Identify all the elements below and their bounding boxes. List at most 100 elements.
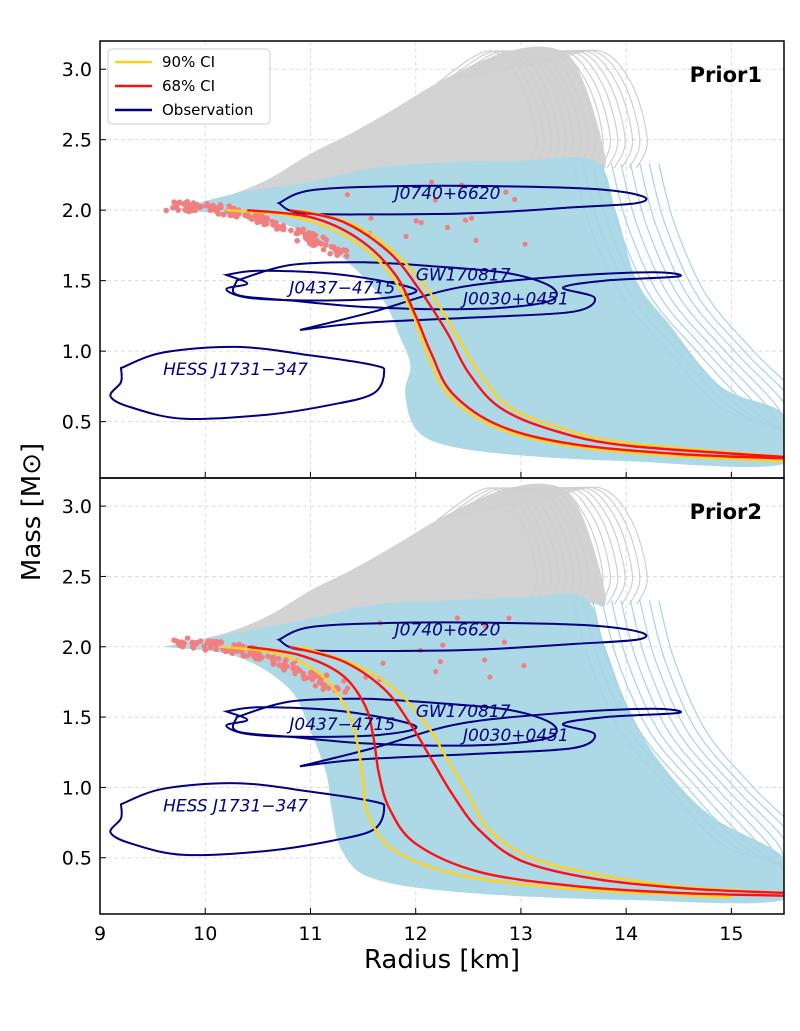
- max-mass-point: [302, 231, 308, 238]
- posterior-curve: [658, 600, 784, 878]
- max-mass-point: [368, 215, 374, 221]
- max-mass-point: [235, 211, 242, 217]
- max-mass-point: [264, 216, 271, 222]
- max-mass-point: [437, 658, 444, 665]
- max-mass-point: [487, 674, 493, 680]
- max-mass-point: [320, 686, 326, 693]
- max-mass-point: [300, 673, 307, 680]
- posterior-band: [163, 593, 784, 904]
- max-mass-point: [198, 203, 204, 210]
- panel-title: Prior1: [690, 63, 762, 87]
- max-mass-point: [327, 250, 333, 257]
- posterior-curve: [572, 600, 784, 866]
- posterior-band: [173, 157, 784, 467]
- posterior-curve: [648, 163, 784, 440]
- max-mass-point: [176, 199, 183, 206]
- prior-curve: [517, 50, 619, 169]
- x-tick-label: 15: [719, 923, 743, 945]
- prior-curve: [539, 49, 641, 169]
- y-tick-label: 1.5: [62, 707, 92, 729]
- max-mass-point: [220, 211, 227, 218]
- max-mass-point: [292, 666, 299, 672]
- prior-curve: [502, 50, 604, 169]
- max-mass-point: [320, 246, 327, 253]
- prior-curve: [488, 487, 589, 605]
- max-mass-point: [186, 208, 192, 215]
- prior-curve: [458, 50, 560, 169]
- observation-label: HESS J1731−347: [163, 360, 308, 380]
- max-mass-point: [323, 236, 330, 243]
- max-mass-point: [249, 216, 256, 222]
- plot-area: [100, 41, 784, 478]
- max-mass-point: [482, 623, 488, 629]
- prior-band: [178, 483, 606, 644]
- max-mass-point: [444, 224, 451, 230]
- max-mass-point: [454, 615, 460, 621]
- max-mass-point: [281, 667, 287, 673]
- observation-contour-2: [222, 269, 418, 302]
- ci-curve-68-upper: [289, 209, 784, 459]
- max-mass-point: [521, 662, 527, 669]
- max-mass-point: [265, 653, 271, 660]
- legend-box: [107, 48, 271, 125]
- max-mass-point: [503, 189, 509, 195]
- y-tick-label: 3.0: [62, 496, 92, 518]
- x-tick-label: 9: [94, 923, 106, 945]
- observation-label: J0437−4715: [286, 715, 395, 735]
- observation-label: J0030+0451: [460, 726, 569, 746]
- y-tick-label: 1.0: [62, 777, 92, 799]
- observation-label: J0740+6620: [392, 184, 501, 204]
- prior-curve: [495, 487, 597, 605]
- posterior-curve: [610, 600, 784, 871]
- max-mass-point: [473, 237, 479, 243]
- max-mass-point: [190, 645, 197, 651]
- max-mass-point: [254, 219, 261, 226]
- posterior-curve: [658, 163, 784, 442]
- max-mass-point: [325, 685, 332, 691]
- max-mass-point: [306, 240, 313, 246]
- max-mass-point: [283, 656, 289, 663]
- max-mass-point: [163, 207, 170, 214]
- prior-curve: [524, 486, 626, 605]
- max-mass-point: [175, 207, 181, 213]
- observation-contour-4: [109, 782, 386, 857]
- posterior-curve: [639, 163, 784, 439]
- max-mass-point: [312, 673, 318, 679]
- max-mass-point: [428, 179, 435, 185]
- max-mass-point: [440, 642, 446, 648]
- max-mass-point: [271, 658, 277, 665]
- x-tick-label: 14: [614, 923, 638, 945]
- prior-curve: [510, 487, 612, 605]
- posterior-curve: [591, 600, 784, 869]
- legend-label: 68% CI: [162, 77, 215, 95]
- max-mass-point: [380, 660, 386, 666]
- x-tick-label: 10: [193, 923, 217, 945]
- max-mass-point: [323, 242, 329, 248]
- x-tick-label: 13: [509, 923, 533, 945]
- max-mass-point: [344, 192, 351, 198]
- prior-curve: [547, 49, 648, 169]
- max-mass-point: [312, 242, 318, 248]
- max-mass-point: [300, 226, 307, 233]
- y-tick-label: 1.0: [62, 341, 92, 363]
- posterior-curve: [601, 600, 784, 870]
- observation-contour-0: [276, 184, 648, 216]
- max-mass-point: [342, 689, 348, 695]
- max-mass-point: [230, 212, 236, 218]
- max-mass-point: [341, 678, 347, 684]
- prior-curve: [465, 50, 567, 169]
- max-mass-point: [181, 201, 188, 207]
- ci-curve-90-upper: [299, 645, 784, 895]
- max-mass-point: [317, 680, 324, 686]
- prior-curve: [510, 50, 612, 169]
- max-mass-point: [213, 638, 219, 645]
- max-mass-point: [201, 643, 208, 650]
- max-mass-point: [288, 227, 294, 234]
- max-mass-point: [213, 646, 220, 652]
- max-mass-point: [481, 657, 488, 663]
- prior-curve: [458, 487, 560, 605]
- max-mass-point: [184, 635, 191, 641]
- prior-curve: [502, 487, 604, 605]
- max-mass-point: [274, 226, 280, 232]
